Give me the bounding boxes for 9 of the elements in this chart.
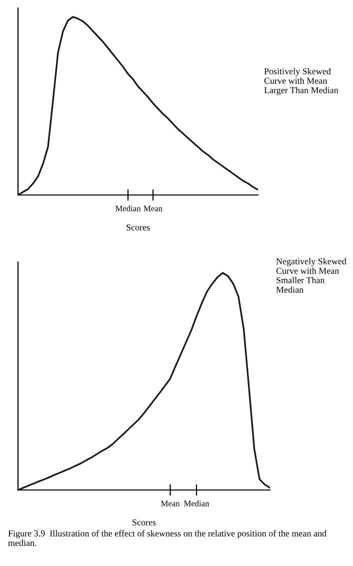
x-axis-title: Scores [132,519,156,526]
x-tick-label: Median [116,205,141,212]
text: Positively Skewed Curve with Mean Larger Than Median [264,68,338,96]
x-tick-label: Mean [144,206,162,212]
x-axis-title: Scores [126,224,150,230]
x-tick-label: Mean [161,500,180,506]
x-tick-label: Median [184,500,210,506]
text: Negatively Skewed Curve with Mean Smaller Than Median [276,258,346,293]
caption: Figure 3.9 Illustration of the effect of skewness on the relative position of the mean and median. [8,530,326,546]
